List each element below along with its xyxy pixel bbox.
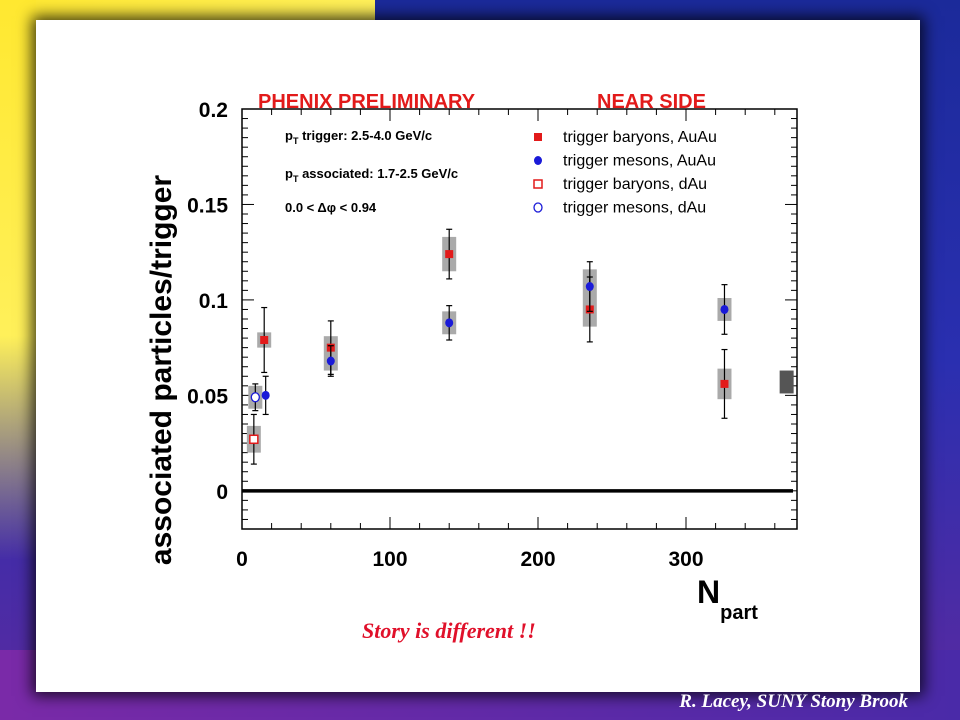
y-tick-label: 0.2 — [199, 99, 228, 122]
legend-marker-4 — [533, 202, 543, 213]
legend-marker-3 — [533, 179, 543, 189]
x-axis-label-main: N — [697, 574, 720, 610]
y-tick-label: 0.15 — [187, 194, 228, 217]
chart-header-left: PHENIX PRELIMINARY — [258, 91, 476, 113]
x-tick-label: 300 — [668, 548, 703, 571]
data-point-series-1 — [445, 250, 454, 259]
y-tick-label: 0 — [216, 481, 228, 504]
slide-panel — [36, 20, 920, 692]
data-point-series-2 — [445, 318, 454, 328]
data-point-series-2 — [720, 304, 729, 314]
slide-caption: Story is different !! — [362, 618, 536, 643]
cut-2-base: p — [285, 166, 293, 181]
cut-2-text: associated: 1.7-2.5 GeV/c — [298, 166, 458, 181]
x-tick-label: 0 — [236, 548, 248, 571]
data-point-series-4 — [250, 392, 260, 403]
cut-3-base: 0.0 < — [285, 200, 317, 215]
slide-yellow-band-left — [0, 0, 36, 560]
data-point-series-1 — [260, 336, 269, 344]
legend-label-4: trigger mesons, dAu — [563, 200, 706, 217]
cut-annotation-2: pT associated: 1.7-2.5 GeV/c — [285, 166, 458, 184]
cut-1-text: trigger: 2.5-4.0 GeV/c — [298, 128, 432, 143]
legend-label-3: trigger baryons, dAu — [563, 176, 707, 193]
data-point-series-3 — [249, 434, 259, 445]
y-axis-label: associated particles/trigger — [145, 175, 178, 565]
x-tick-label: 200 — [520, 548, 555, 571]
legend-label-2: trigger mesons, AuAu — [563, 153, 716, 170]
cut-3-text: Δφ < 0.94 — [317, 200, 377, 215]
cut-1-base: p — [285, 128, 293, 143]
legend-marker-1 — [534, 133, 542, 141]
x-axis-label-sub: part — [720, 602, 758, 624]
chart-area: 0 100 200 300 0 0.05 0.1 0.15 0.2 trigger baryons… — [187, 99, 798, 571]
cut-2-sub: T — [293, 174, 299, 184]
data-point-series-2 — [585, 282, 594, 292]
slide-credit: R. Lacey, SUNY Stony Brook — [679, 691, 908, 712]
legend-marker-2 — [534, 156, 542, 165]
legend-label-1: trigger baryons, AuAu — [563, 129, 717, 146]
cut-annotation-3: 0.0 < Δφ < 0.94 — [285, 200, 377, 215]
y-tick-label: 0.05 — [187, 385, 228, 408]
x-axis-label: Npart — [697, 574, 758, 624]
data-point-series-2 — [261, 390, 270, 400]
data-point-series-1 — [720, 379, 729, 388]
slide-yellow-band — [0, 0, 375, 22]
chart-header-right: NEAR SIDE — [597, 91, 706, 113]
x-tick-label: 100 — [372, 548, 407, 571]
global-systematic-box — [779, 370, 794, 394]
y-tick-label: 0.1 — [199, 290, 229, 313]
cut-annotation-1: pT trigger: 2.5-4.0 GeV/c — [285, 128, 432, 146]
cut-1-sub: T — [293, 136, 299, 146]
data-point-series-2 — [326, 356, 335, 366]
